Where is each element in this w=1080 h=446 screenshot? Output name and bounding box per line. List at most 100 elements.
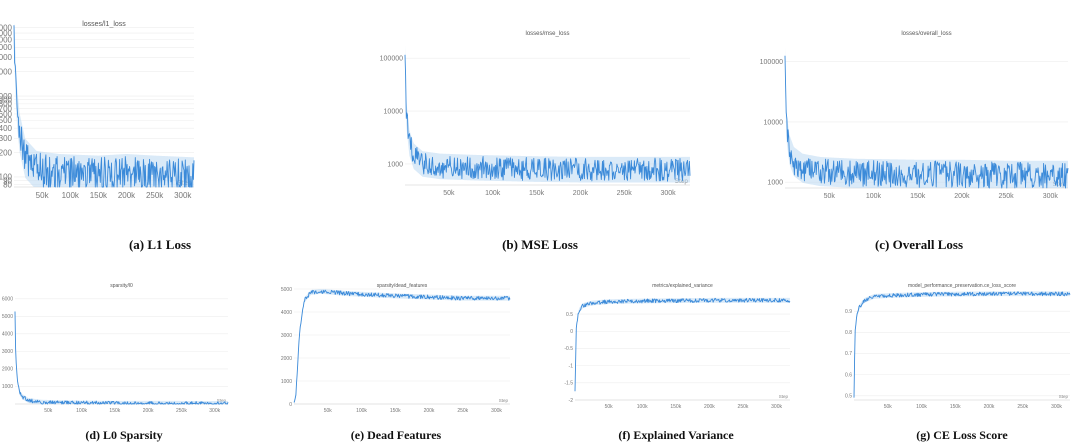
x-tick-label: 250k <box>1017 404 1028 410</box>
y-tick-label: 3000 <box>2 349 13 355</box>
x-axis-label: Step <box>779 394 789 399</box>
panel-l0-sparsity: sparsity/l0 1000 2000 3000 4000 5000 6000 50k 10… <box>0 282 235 414</box>
x-tick-label: 250k <box>738 404 749 410</box>
panel-overall-loss: losses/overall_loss 1000 10000 100000 50k 100… <box>752 25 1074 200</box>
x-tick-label: 50k <box>44 408 53 414</box>
x-tick-label: 150k <box>390 408 401 414</box>
panel-mse-loss: losses/mse_loss 1000 10000 100000 50k 100k 150… <box>372 25 692 197</box>
y-tick-label: 800 <box>0 100 13 109</box>
y-tick-label: 100 <box>0 173 13 182</box>
x-tick-label: 250k <box>617 190 633 197</box>
y-tick-label: 5000 <box>281 287 292 293</box>
chart-overall-loss: losses/overall_loss 1000 10000 100000 50k 100… <box>760 31 1069 200</box>
series-line <box>293 289 511 403</box>
y-tick-label: 2000 <box>281 356 292 362</box>
y-tick-label: 300 <box>0 134 13 143</box>
y-tick-label: -1.5 <box>564 381 573 387</box>
chart-ce-loss-score: model_performance_preservation.ce_loss_s… <box>845 283 1071 410</box>
x-axis-label: Step <box>499 398 509 403</box>
y-tick-label: 10000 <box>764 119 784 126</box>
y-tick-label: 90 <box>3 176 12 185</box>
x-tick-label: 150k <box>950 404 961 410</box>
x-tick-label: 50k <box>884 404 893 410</box>
y-tick-label: 900 <box>0 96 13 105</box>
y-tick-label: 0 <box>289 402 292 408</box>
x-axis-label: Step <box>1059 394 1069 399</box>
y-tick-label: 0.9 <box>845 309 852 315</box>
y-tick-label: 0 <box>570 329 573 335</box>
x-tick-label: 250k <box>146 191 164 200</box>
x-tick-label: 100k <box>62 191 80 200</box>
x-tick-label: 250k <box>176 408 187 414</box>
y-tick-label: 1000 <box>767 180 783 187</box>
panel-explained-variance: metrics/explained_variance -2 -1.5 -1 -0.5 0 0… <box>560 282 795 410</box>
chart-title: losses/overall_loss <box>901 31 951 37</box>
chart-title: sparsity/l0 <box>110 283 133 289</box>
series-band <box>785 47 1068 188</box>
y-tick-label: -2 <box>569 398 574 404</box>
y-tick-label: 0.6 <box>845 372 852 378</box>
y-tick-label: 1000 <box>387 161 403 168</box>
panel-dead-features: sparsity/dead_features 0 1000 2000 3000 4000 5… <box>280 282 512 414</box>
x-tick-label: 200k <box>118 191 136 200</box>
x-tick-label: 150k <box>90 191 108 200</box>
series-line <box>853 291 1071 398</box>
x-tick-label: 300k <box>1043 193 1059 200</box>
chart-title: losses/l1_loss <box>82 21 126 28</box>
y-tick-label: 600 <box>0 110 13 119</box>
y-tick-label: -1 <box>569 363 574 369</box>
y-tick-label: 2000 <box>2 367 13 373</box>
y-tick-label: 6000 <box>0 29 13 38</box>
x-tick-label: 100k <box>356 408 367 414</box>
y-tick-label: 3000 <box>281 333 292 339</box>
series-band <box>294 289 510 404</box>
chart-title: model_performance_preservation.ce_loss_s… <box>908 283 1016 289</box>
y-tick-label: -0.5 <box>564 346 573 352</box>
caption-l1-loss: (a) L1 Loss <box>128 237 192 252</box>
chart-title: metrics/explained_variance <box>652 283 713 289</box>
caption-overall-loss: (c) Overall Loss <box>874 237 964 252</box>
x-axis-label: Step <box>217 398 227 403</box>
y-tick-label: 0.8 <box>845 330 852 336</box>
x-tick-label: 100k <box>76 408 87 414</box>
y-tick-label: 4000 <box>0 43 13 52</box>
y-tick-label: 1000 <box>281 379 292 385</box>
x-tick-label: 250k <box>457 408 468 414</box>
x-tick-label: 200k <box>424 408 435 414</box>
x-tick-label: 150k <box>529 190 545 197</box>
caption-l0-sparsity: (d) L0 Sparsity <box>85 428 163 442</box>
x-tick-label: 200k <box>143 408 154 414</box>
chart-title: losses/mse_loss <box>525 31 569 37</box>
chart-mse-loss: losses/mse_loss 1000 10000 100000 50k 100k 150… <box>380 31 691 197</box>
caption-ce-loss-score: (g) CE Loss Score <box>916 428 1008 442</box>
x-tick-label: 100k <box>485 190 501 197</box>
y-tick-label: 1000 <box>0 92 13 101</box>
x-tick-label: 300k <box>771 404 782 410</box>
y-tick-label: 5000 <box>2 314 13 320</box>
y-tick-label: 6000 <box>2 297 13 303</box>
x-tick-label: 300k <box>660 190 676 197</box>
series-line <box>784 55 1069 189</box>
x-tick-label: 150k <box>910 193 926 200</box>
series-line <box>574 297 791 392</box>
x-tick-label: 200k <box>984 404 995 410</box>
panel-l1-loss: losses/l1_loss 80 90 100 200 300 400 500 600 700 8… <box>0 15 320 205</box>
chart-explained-variance: metrics/explained_variance -2 -1.5 -1 -0.5 0 0… <box>564 283 791 410</box>
y-tick-label: 0.5 <box>845 394 852 400</box>
chart-title: sparsity/dead_features <box>377 283 428 289</box>
x-tick-label: 300k <box>209 408 220 414</box>
series-line <box>14 311 229 405</box>
x-tick-label: 100k <box>637 404 648 410</box>
x-tick-label: 200k <box>573 190 589 197</box>
x-tick-label: 300k <box>1051 404 1062 410</box>
x-tick-label: 50k <box>443 190 455 197</box>
caption-explained-variance: (f) Explained Variance <box>618 428 734 442</box>
y-tick-label: 80 <box>3 181 12 190</box>
series-line <box>13 25 195 188</box>
x-tick-label: 200k <box>704 404 715 410</box>
x-tick-label: 150k <box>109 408 120 414</box>
x-tick-label: 300k <box>174 191 192 200</box>
x-tick-label: 150k <box>670 404 681 410</box>
y-tick-label: 10000 <box>384 109 404 116</box>
